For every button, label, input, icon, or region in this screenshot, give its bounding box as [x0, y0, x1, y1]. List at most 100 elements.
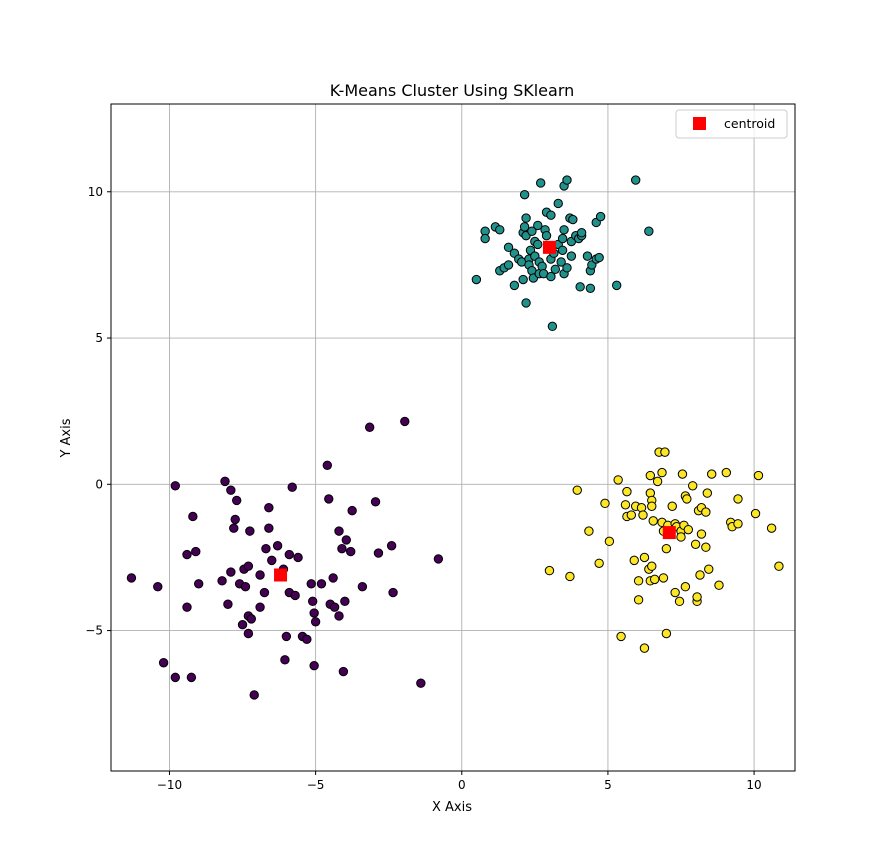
x-axis-ticks: −10 −5 0 5 10: [157, 771, 762, 792]
data-point: [547, 321, 558, 332]
y-tick-label: 0: [95, 477, 103, 491]
cluster-1: [471, 175, 654, 332]
data-point: [696, 529, 707, 539]
data-point: [638, 510, 648, 520]
data-point: [562, 175, 572, 185]
data-point: [345, 546, 356, 557]
data-point: [188, 511, 198, 522]
data-point: [182, 602, 192, 612]
data-point: [328, 573, 338, 583]
y-tick-label: −5: [85, 624, 103, 638]
data-point: [255, 602, 265, 612]
data-point: [281, 631, 292, 642]
data-point: [284, 549, 295, 560]
legend: centroid: [675, 109, 788, 139]
data-point: [400, 416, 410, 427]
data-point: [648, 516, 658, 526]
data-point: [193, 579, 204, 589]
data-point: [416, 678, 426, 688]
data-point: [550, 264, 561, 274]
data-point: [544, 565, 555, 576]
data-point: [217, 576, 227, 586]
data-point: [293, 552, 303, 563]
data-point: [388, 587, 398, 598]
data-point: [535, 178, 546, 188]
data-point: [575, 282, 585, 292]
data-point: [357, 581, 368, 592]
data-point: [704, 564, 714, 574]
data-point: [541, 230, 552, 241]
data-point: [306, 579, 316, 589]
data-point: [620, 500, 631, 510]
data-point: [766, 523, 777, 533]
data-point: [611, 280, 622, 291]
data-point: [264, 503, 274, 513]
data-point: [613, 475, 623, 485]
data-point: [243, 561, 254, 571]
data-point: [309, 660, 319, 671]
y-tick-label: 5: [95, 331, 103, 345]
data-point: [677, 469, 688, 479]
data-point: [503, 260, 514, 270]
data-point: [753, 470, 764, 481]
data-point: [695, 570, 705, 580]
data-point: [721, 467, 732, 478]
data-point: [518, 274, 528, 285]
x-tick-label: −5: [307, 778, 325, 792]
data-point: [191, 546, 201, 557]
data-point: [334, 611, 344, 621]
data-point: [337, 543, 347, 554]
data-point: [670, 587, 680, 598]
x-axis-label: X Axis: [432, 800, 472, 815]
data-point: [302, 634, 312, 645]
data-point: [338, 666, 349, 677]
data-point: [546, 271, 556, 282]
data-point: [702, 488, 713, 498]
data-point: [594, 252, 604, 263]
data-point: [186, 672, 197, 683]
data-point: [243, 628, 254, 639]
data-point: [471, 274, 482, 285]
data-point: [324, 494, 334, 504]
data-point: [226, 485, 236, 495]
plot-area-border: [110, 103, 796, 772]
data-point: [658, 573, 669, 583]
data-point: [316, 579, 327, 589]
data-point: [364, 422, 375, 432]
data-point: [714, 580, 724, 590]
data-point: [559, 225, 569, 235]
data-point: [433, 554, 444, 564]
data-point: [230, 514, 240, 525]
data-point: [692, 592, 702, 602]
data-point: [733, 494, 743, 504]
y-axis-label: Y Axis: [59, 418, 74, 458]
data-point: [322, 460, 333, 470]
data-point: [246, 614, 257, 624]
data-point: [226, 567, 236, 577]
data-point: [629, 555, 639, 566]
y-axis-ticks: −5 0 5 10: [85, 185, 111, 638]
data-point: [639, 552, 650, 563]
data-point: [733, 519, 743, 529]
x-tick-label: 5: [604, 778, 612, 792]
centroid-marker: [274, 568, 288, 582]
data-point: [556, 257, 566, 267]
data-point: [126, 573, 137, 583]
data-point: [309, 608, 319, 618]
data-point: [170, 481, 181, 491]
data-point: [533, 239, 543, 250]
data-point: [267, 555, 277, 566]
data-point: [622, 486, 632, 497]
data-point: [153, 581, 163, 592]
data-point: [660, 447, 670, 457]
data-point: [557, 245, 568, 255]
data-point: [706, 469, 717, 479]
data-point: [750, 508, 761, 519]
data-point: [562, 263, 572, 273]
data-point: [644, 226, 654, 236]
data-point: [572, 485, 582, 495]
cluster-0: [126, 416, 444, 700]
legend-centroid-label: centroid: [724, 116, 775, 131]
chart-title: K-Means Cluster Using SKlearn: [330, 81, 575, 100]
